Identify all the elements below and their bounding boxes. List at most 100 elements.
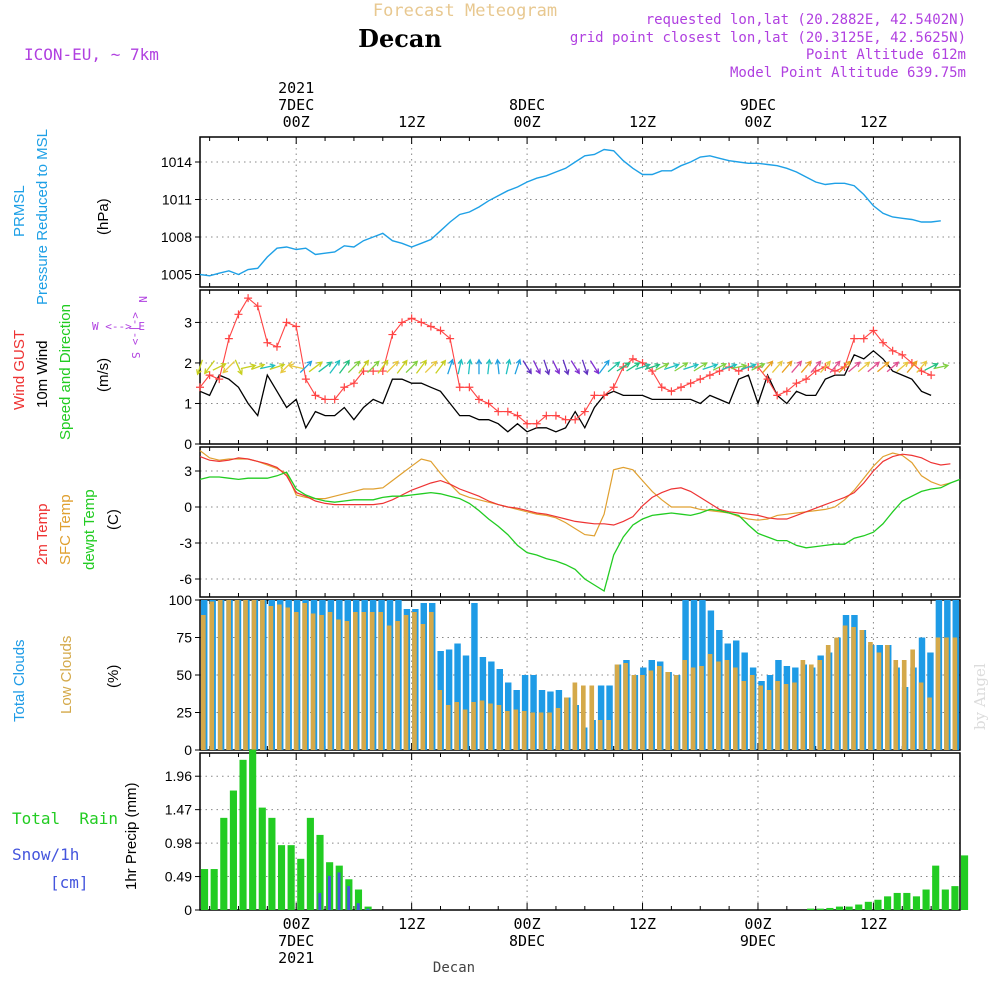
- y-tick-label: 1014: [161, 154, 192, 170]
- pressure-label-main: PRMSL: [11, 185, 28, 237]
- wind-arrow: [800, 360, 812, 374]
- wind-arrow: [896, 361, 909, 373]
- wind-arrow: [377, 359, 389, 374]
- pressure-unit: (hPa): [95, 198, 112, 235]
- y-tick-label: 0.49: [165, 869, 192, 885]
- gust-marker: [859, 334, 868, 343]
- low-cloud-bar: [429, 612, 434, 750]
- model-label: ICON-EU, ~ 7km: [24, 45, 159, 64]
- wind-arrow: [396, 359, 408, 374]
- wind-arrow: [338, 359, 350, 374]
- wind-arrow: [435, 359, 447, 374]
- wind-arrow: [721, 363, 738, 371]
- wind-arrow: [589, 360, 600, 375]
- time-tick-label: 12Z: [398, 915, 425, 933]
- compass-we: W <--> E: [92, 320, 145, 333]
- wind-arrow: [702, 363, 719, 371]
- rain-bar: [932, 865, 940, 910]
- low-cloud-bar: [234, 600, 240, 750]
- low-cloud-bar: [690, 667, 696, 750]
- wind10m-line: [199, 349, 932, 433]
- low-cloud-bar: [209, 601, 215, 750]
- low-cloud-bar: [437, 690, 443, 750]
- gust-marker: [763, 375, 772, 384]
- total-cloud-bar: [597, 685, 605, 750]
- wind-arrow: [916, 360, 928, 374]
- wind-arrow: [514, 358, 522, 375]
- compass-south: S: [129, 352, 142, 359]
- wind-arrow: [693, 362, 708, 372]
- wind-arrow: [457, 358, 464, 375]
- rain-bar: [210, 869, 218, 910]
- wind-arrow: [740, 363, 757, 371]
- time-tick-label: 9DEC: [740, 96, 776, 114]
- low-cloud-bar: [935, 637, 941, 750]
- rain-bar: [903, 892, 911, 910]
- low-cloud-bar: [353, 612, 358, 750]
- low-cloud-bar: [623, 663, 628, 750]
- wind-arrow: [562, 359, 570, 376]
- wind-arrow: [329, 359, 341, 374]
- wind-arrow: [570, 360, 580, 375]
- low-cloud-bar: [361, 612, 367, 750]
- gust-marker: [561, 415, 570, 424]
- pressure-label-sub: Pressure Reduced to MSL: [34, 129, 51, 305]
- snow-label: Snow/1h: [12, 845, 79, 864]
- wind-arrow: [415, 359, 427, 374]
- compass-north: N: [136, 296, 149, 303]
- low-cloud-bar: [716, 661, 721, 750]
- wind-arrow: [532, 360, 541, 375]
- wind-arrow: [655, 362, 670, 371]
- time-tick-label: 00Z: [744, 915, 771, 933]
- wind-arrow: [505, 358, 512, 375]
- low-cloud-bar: [673, 675, 679, 750]
- y-tick-label: 0: [184, 742, 192, 758]
- low-cloud-bar: [614, 664, 620, 750]
- wind-arrow: [543, 359, 551, 376]
- low-cloud-bar: [538, 712, 544, 750]
- gust-marker: [311, 391, 320, 400]
- wind-arrow: [347, 360, 361, 374]
- wind-arrow: [358, 359, 370, 374]
- wind-arrow: [204, 360, 215, 375]
- wind-arrow: [269, 363, 286, 371]
- low-cloud-bar: [462, 709, 468, 750]
- pressure-panel: 1005 1008 1011 1014: [161, 136, 961, 288]
- gust-marker: [340, 383, 349, 392]
- y-tick-label: 0: [184, 436, 192, 452]
- time-tick-label: 7DEC: [278, 932, 314, 950]
- wind-arrow: [251, 363, 266, 371]
- gust-marker: [272, 342, 281, 351]
- rain-bar: [826, 907, 834, 910]
- low-cloud-bar: [792, 682, 797, 750]
- y-tick-label: 2: [184, 355, 192, 371]
- low-cloud-bar: [901, 660, 907, 750]
- dewpt-line: [199, 471, 961, 593]
- wind-arrow: [318, 361, 333, 373]
- y-tick-label: 0: [184, 902, 192, 918]
- wind-arrow: [424, 360, 438, 374]
- gust-marker: [215, 375, 224, 384]
- low-cloud-bar: [285, 607, 291, 750]
- low-cloud-bar: [226, 600, 231, 750]
- y-tick-label: 0: [184, 499, 192, 515]
- low-cloud-bar: [403, 615, 409, 750]
- rain-bar: [220, 817, 228, 910]
- gust-marker: [330, 395, 339, 404]
- gust-marker: [321, 395, 330, 404]
- gust-marker: [196, 383, 204, 392]
- time-tick-label: 12Z: [629, 915, 656, 933]
- gust-marker: [474, 395, 483, 404]
- gust-marker: [446, 334, 455, 343]
- wind-dir-label: Speed and Direction: [57, 304, 74, 440]
- low-clouds-label: Low Clouds: [58, 636, 75, 714]
- wind-arrow: [663, 363, 680, 371]
- low-cloud-bar: [310, 613, 316, 750]
- low-cloud-bar: [825, 645, 831, 750]
- wind-arrow: [674, 362, 689, 372]
- rain-label: Total Rain: [12, 809, 118, 828]
- chart-title: Forecast Meteogram: [373, 1, 557, 21]
- rain-bar: [316, 834, 324, 910]
- rain-bar: [287, 845, 295, 910]
- rain-bar: [855, 904, 863, 910]
